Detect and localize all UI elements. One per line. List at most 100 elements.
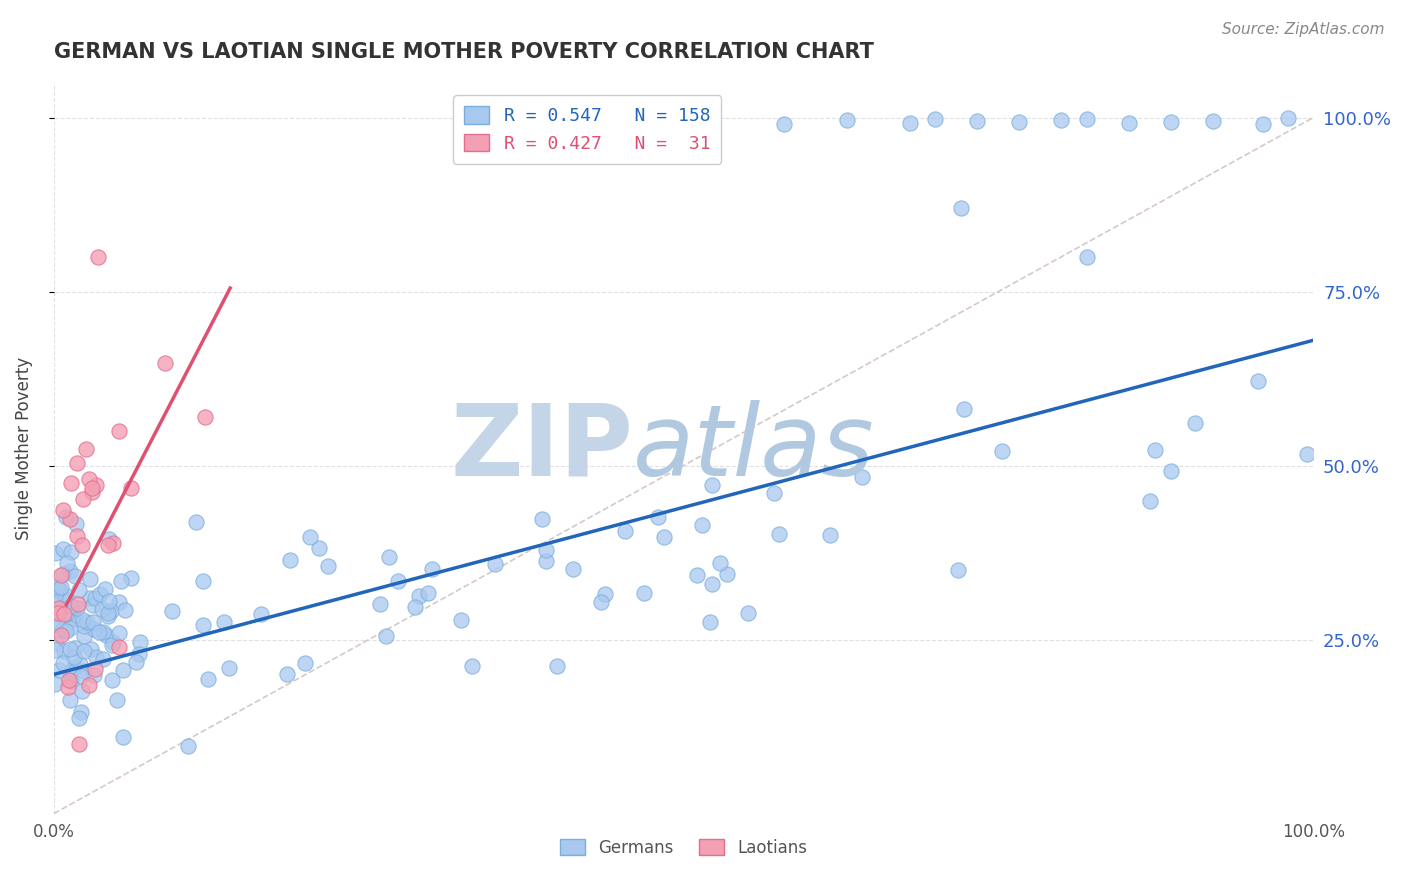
Point (79, 678, 101, 692)
Point (45, 636, 67, 650)
Y-axis label: Single Mother Poverty: Single Mother Poverty (15, 357, 32, 540)
Point (534, 554, 557, 568)
Point (59, 621, 82, 635)
Point (87, 625, 110, 640)
Point (591, 595, 613, 609)
Point (62, 607, 84, 621)
Point (84, 477, 107, 491)
Point (1296, 447, 1319, 461)
Text: GERMAN VS LAOTIAN SINGLE MOTHER POVERTY CORRELATION CHART: GERMAN VS LAOTIAN SINGLE MOTHER POVERTY … (53, 42, 873, 62)
Point (87, 250, 110, 264)
Point (692, 517, 714, 532)
Point (101, 635, 124, 649)
Point (299, 530, 322, 544)
Point (77, 472, 100, 486)
Point (1008, 115, 1031, 129)
Point (546, 658, 568, 673)
Point (60, 673, 83, 688)
Point (56, 681, 79, 695)
Point (716, 567, 738, 582)
Point (484, 558, 506, 572)
Point (59, 665, 82, 679)
Point (69, 657, 91, 671)
Point (97, 609, 120, 624)
Point (48, 582, 70, 597)
Point (69, 582, 91, 597)
Point (63, 660, 86, 674)
Point (67, 737, 90, 751)
Point (460, 659, 482, 673)
Point (52, 657, 75, 671)
Point (52, 623, 75, 637)
Point (56, 606, 79, 620)
Point (949, 201, 972, 215)
Point (49, 580, 72, 594)
Point (105, 693, 128, 707)
Point (80, 484, 103, 499)
Legend: R = 0.547   N = 158, R = 0.427   N =  31: R = 0.547 N = 158, R = 0.427 N = 31 (453, 95, 721, 164)
Point (60, 544, 83, 558)
Point (111, 663, 134, 677)
Point (59, 475, 82, 490)
Point (820, 527, 842, 541)
Point (58, 673, 80, 687)
Point (59, 564, 82, 578)
Point (63, 641, 86, 656)
Point (966, 114, 988, 128)
Point (110, 574, 132, 589)
Point (768, 526, 790, 541)
Point (59, 511, 82, 525)
Point (44, 677, 66, 691)
Point (84, 662, 107, 676)
Point (56, 593, 79, 607)
Point (1277, 111, 1299, 125)
Point (72, 491, 94, 506)
Point (699, 615, 721, 630)
Point (218, 661, 240, 675)
Point (44, 582, 66, 597)
Point (177, 739, 200, 754)
Point (1143, 443, 1166, 458)
Point (82, 615, 104, 630)
Point (73, 619, 96, 633)
Point (1160, 465, 1182, 479)
Point (80, 481, 103, 495)
Point (924, 112, 946, 127)
Point (450, 613, 472, 627)
Point (69, 669, 91, 683)
Point (1050, 112, 1073, 127)
Point (276, 667, 298, 681)
Point (76, 615, 98, 630)
Point (59, 642, 82, 657)
Point (48, 664, 70, 678)
Text: Source: ZipAtlas.com: Source: ZipAtlas.com (1222, 22, 1385, 37)
Point (46, 615, 69, 629)
Point (633, 586, 655, 600)
Point (125, 655, 148, 669)
Point (44, 643, 66, 657)
Point (1139, 494, 1161, 508)
Point (368, 597, 391, 611)
Point (120, 571, 142, 585)
Point (91, 652, 114, 666)
Point (686, 567, 709, 582)
Point (160, 603, 183, 617)
Point (101, 673, 124, 687)
Point (153, 356, 176, 370)
Point (49, 568, 72, 582)
Point (953, 401, 976, 416)
Point (70, 706, 93, 720)
Point (84, 591, 107, 606)
Point (700, 577, 723, 591)
Point (534, 543, 557, 558)
Point (647, 510, 669, 524)
Point (374, 629, 396, 643)
Point (60, 611, 83, 625)
Point (94, 582, 117, 597)
Point (53, 607, 76, 621)
Point (52, 644, 75, 658)
Point (90, 602, 112, 616)
Point (191, 617, 214, 632)
Point (53, 588, 76, 602)
Point (418, 586, 440, 600)
